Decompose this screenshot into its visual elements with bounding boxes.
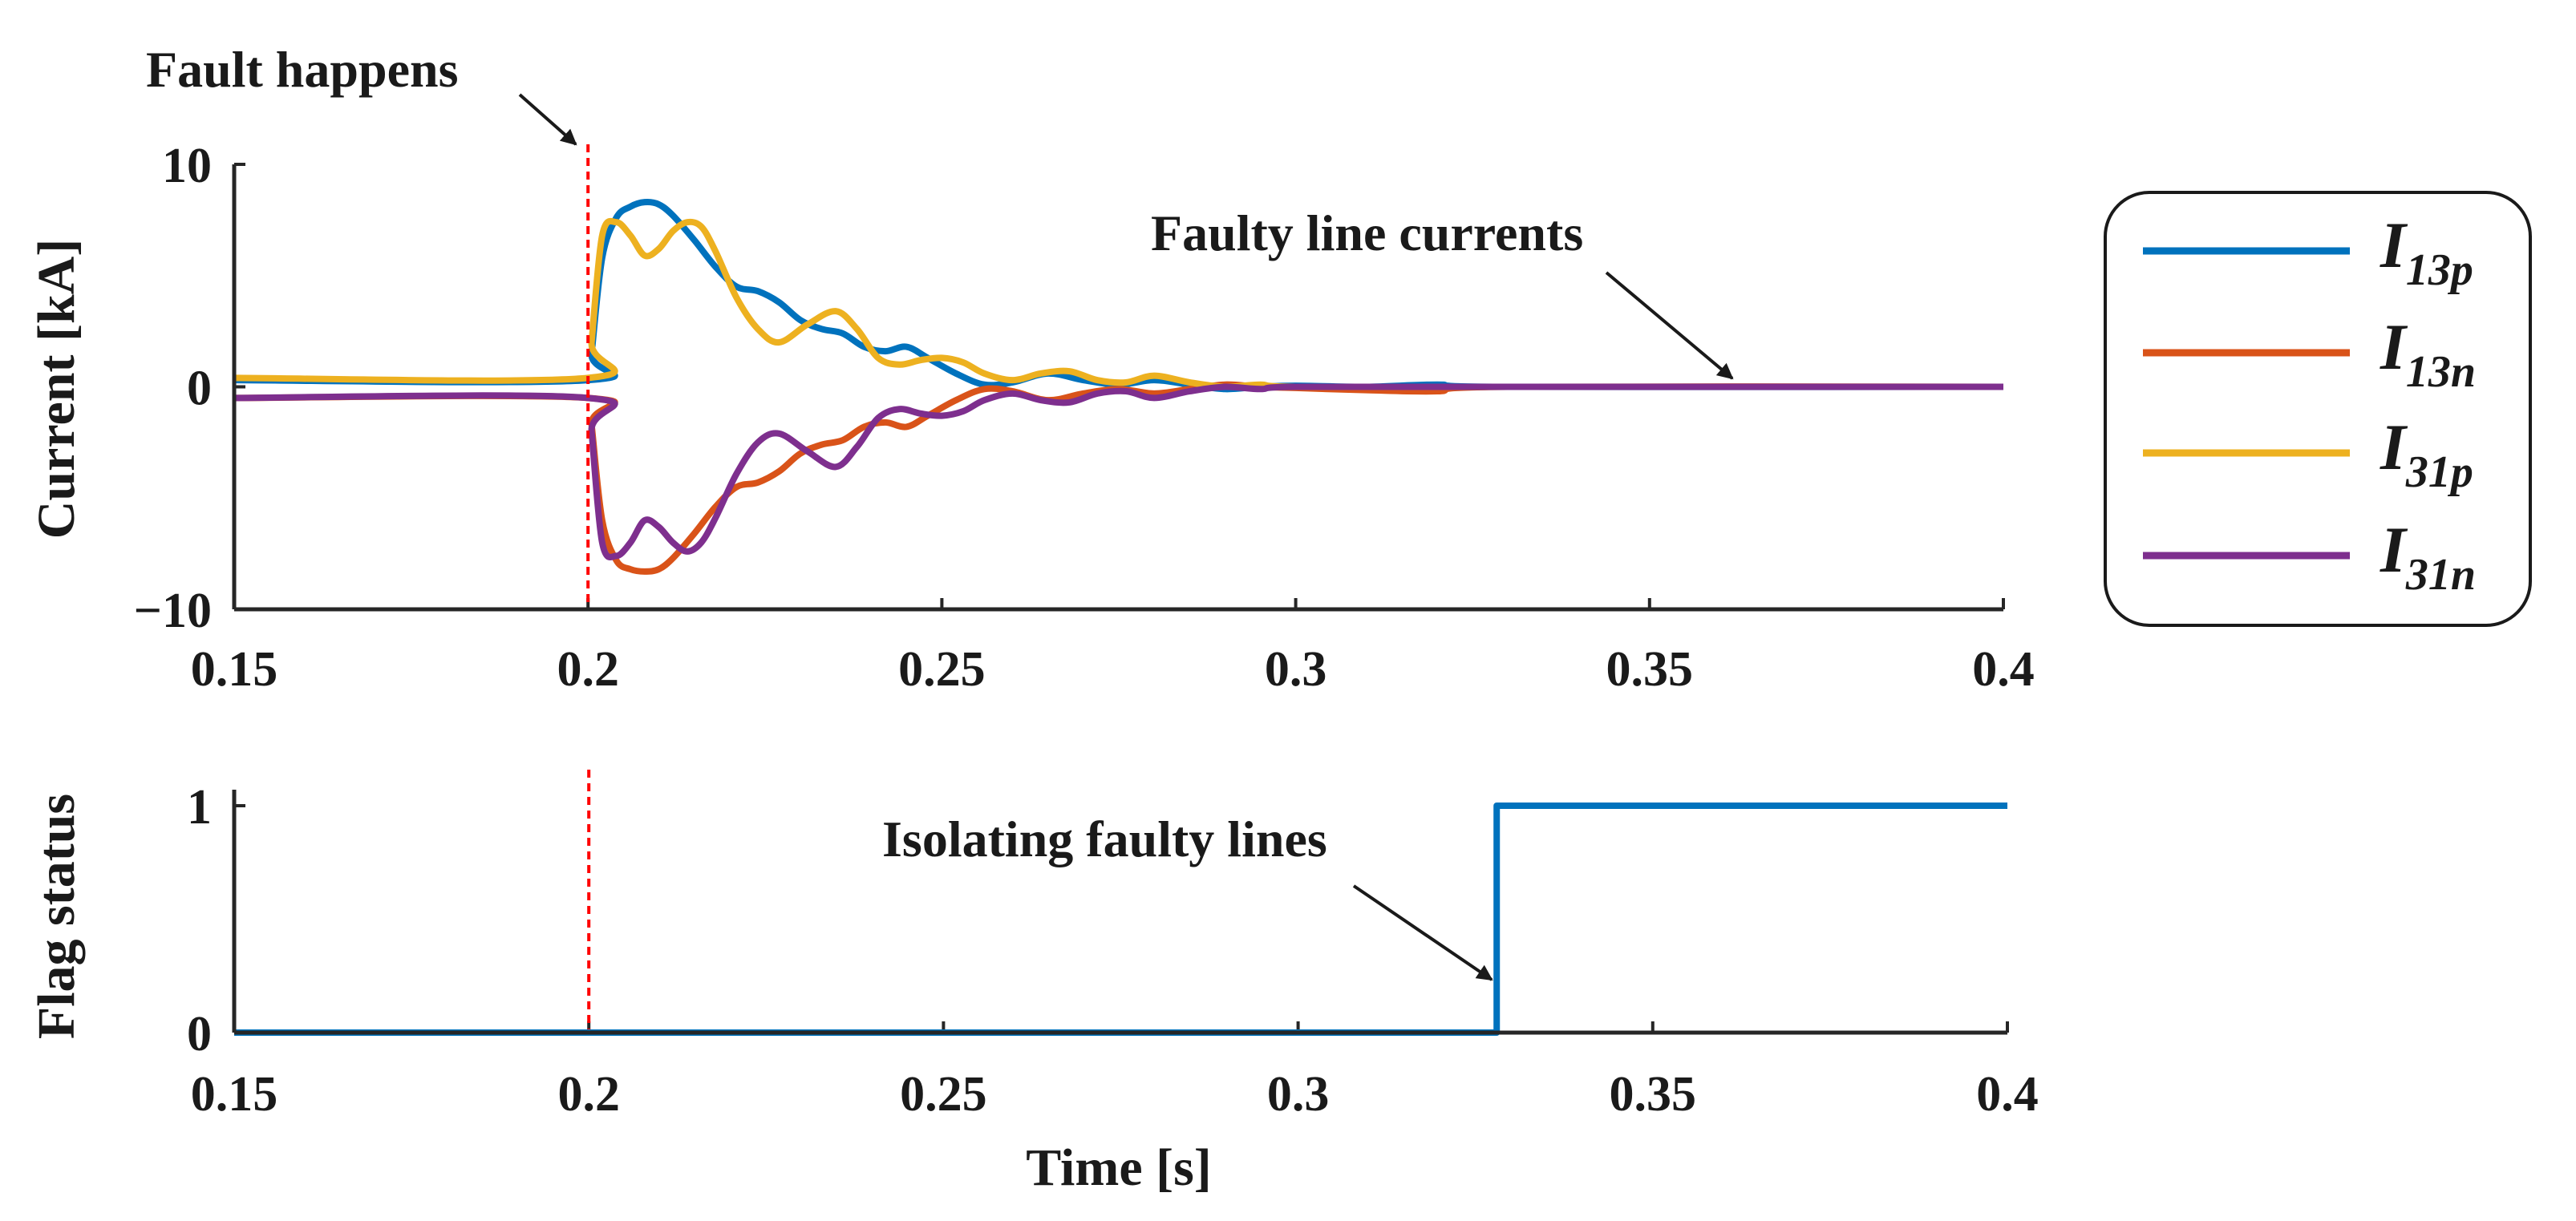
series-line-i13n <box>233 381 2004 575</box>
time-x-label: Time [s] <box>1026 1138 1212 1197</box>
series-line-i31n <box>233 383 2003 560</box>
x-tick-label: 0.15 <box>191 1067 278 1122</box>
x-tick-label: 0.35 <box>1610 1067 1697 1122</box>
legend-entry-i31p: I31p <box>2143 410 2473 497</box>
x-tick-label: 0.2 <box>557 642 619 697</box>
faulty-line-currents-arrow <box>1605 271 1734 380</box>
flag-ticks: 0.15 0.2 0.25 0.3 0.35 0.4 0 1 <box>187 780 2039 1122</box>
y-tick-label: 10 <box>162 139 212 193</box>
legend-entry-i13n: I13n <box>2143 310 2476 397</box>
currents-ticks: 0.15 0.2 0.25 0.3 0.35 0.4 −10 0 10 <box>134 139 2035 697</box>
isolating-faulty-lines-arrow <box>1352 884 1493 981</box>
isolating-faulty-lines-annotation: Isolating faulty lines <box>882 811 1327 867</box>
currents-series <box>233 199 2004 575</box>
legend-box <box>2104 191 2532 627</box>
x-tick-label: 0.4 <box>1976 1067 2039 1122</box>
legend: I13p I13n I31p I31n <box>2104 191 2532 627</box>
flag-y-label: Flag status <box>27 794 86 1039</box>
x-tick-label: 0.15 <box>191 642 278 697</box>
currents-y-label: Current [kA] <box>27 239 86 540</box>
series-line-i31p <box>233 217 2003 390</box>
x-tick-label: 0.4 <box>1972 642 2035 697</box>
fault-happens-annotation: Fault happens <box>146 41 458 98</box>
x-tick-label: 0.35 <box>1606 642 1694 697</box>
y-tick-label: 0 <box>187 362 212 416</box>
y-tick-label: −10 <box>134 584 212 638</box>
currents-panel: 0.15 0.2 0.25 0.3 0.35 0.4 −10 0 10 Current [kA]… <box>27 41 2035 697</box>
y-tick-label: 0 <box>187 1007 212 1061</box>
faulty-line-currents-annotation: Faulty line currents <box>1151 204 1583 261</box>
series-line-i13p <box>233 199 2004 393</box>
legend-label: I31p <box>2380 410 2473 497</box>
x-tick-label: 0.3 <box>1265 642 1327 697</box>
x-tick-label: 0.25 <box>900 1067 987 1122</box>
y-tick-label: 1 <box>187 780 212 835</box>
legend-label: I31n <box>2380 513 2476 600</box>
legend-label: I13p <box>2380 208 2473 295</box>
x-tick-label: 0.2 <box>557 1067 620 1122</box>
legend-entry-i31n: I31n <box>2143 513 2476 600</box>
flag-panel: 0.15 0.2 0.25 0.3 0.35 0.4 0 1 Flag status Time… <box>27 770 2039 1197</box>
fault-happens-arrow <box>518 93 577 146</box>
legend-label: I13n <box>2380 310 2476 397</box>
legend-entry-i13p: I13p <box>2143 208 2473 295</box>
x-tick-label: 0.25 <box>898 642 986 697</box>
x-tick-label: 0.3 <box>1267 1067 1330 1122</box>
